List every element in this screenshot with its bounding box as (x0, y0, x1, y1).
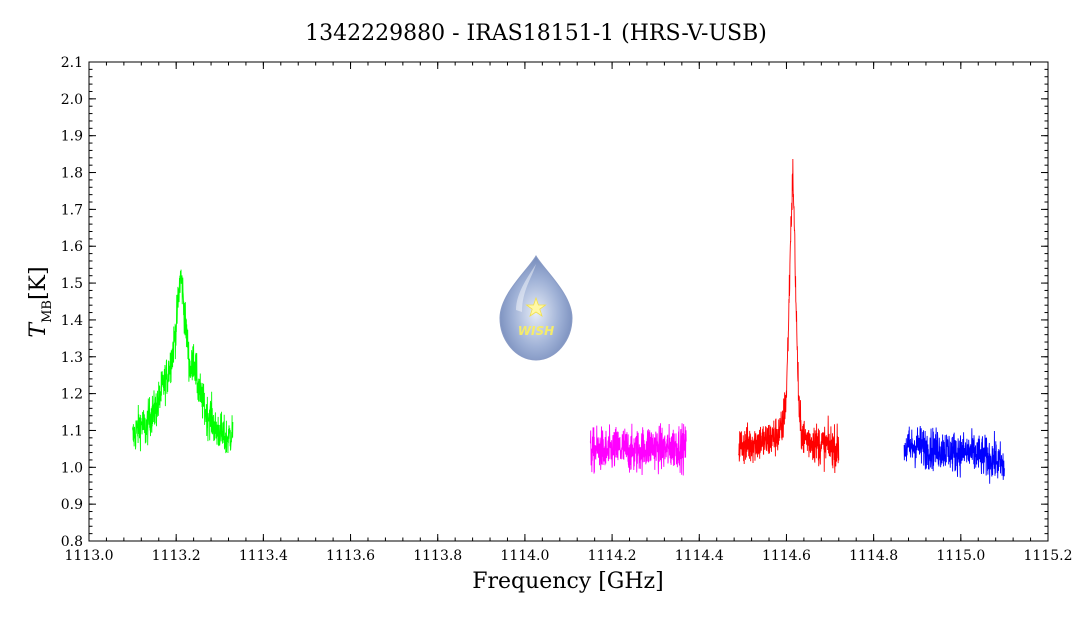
y-axis-label: TMB[K] (26, 266, 55, 337)
axis-ticks: 1113.0 1113.2 1113.4 1113.6 1113.8 1114.0 1114… (61, 55, 1072, 564)
x-tick-label: 1113.4 (239, 548, 288, 564)
y-tick-label: 0.9 (61, 497, 83, 513)
wish-logo: WISH (499, 254, 573, 361)
x-tick-label: 1113.6 (326, 548, 375, 564)
x-tick-label: 1114.8 (849, 548, 898, 564)
chart-title: 1342229880 - IRAS18151-1 (HRS-V-USB) (305, 21, 767, 46)
y-tick-label: 1.4 (61, 313, 83, 329)
x-tick-label: 1114.0 (500, 548, 549, 564)
x-tick-label: 1114.2 (588, 548, 637, 564)
y-tick-label: 0.8 (61, 534, 83, 550)
y-tick-label: 1.6 (61, 239, 83, 255)
y-axis-label-main: T (26, 321, 51, 338)
y-tick-label: 2.0 (61, 92, 83, 108)
spectrum-series-1 (132, 269, 234, 454)
x-tick-label: 1113.2 (152, 548, 201, 564)
y-tick-label: 1.0 (61, 460, 83, 476)
x-tick-label: 1114.6 (762, 548, 811, 564)
y-tick-label: 1.1 (61, 423, 83, 439)
star-icon (525, 296, 547, 317)
x-tick-label: 1113.0 (65, 548, 114, 564)
svg-text:TMB[K]: TMB[K] (26, 266, 55, 337)
spectrum-series-4 (903, 426, 1005, 484)
x-tick-label: 1114.4 (675, 548, 724, 564)
x-tick-label: 1115.0 (936, 548, 985, 564)
logo-text: WISH (518, 324, 554, 338)
series-layer (132, 158, 1005, 484)
y-axis-label-sub: MB (40, 300, 55, 323)
y-tick-label: 1.7 (61, 202, 83, 218)
y-axis-label-unit: [K] (26, 266, 51, 300)
x-tick-label: 1113.8 (413, 548, 462, 564)
y-tick-label: 1.8 (61, 166, 83, 182)
drop-highlight (516, 264, 536, 312)
y-tick-label: 1.2 (61, 387, 83, 403)
y-tick-label: 1.9 (61, 129, 83, 145)
x-axis-label: Frequency [GHz] (472, 569, 664, 594)
y-tick-label: 1.3 (61, 350, 83, 366)
spectrum-series-3 (738, 158, 840, 474)
spectrum-series-2 (589, 423, 687, 476)
y-tick-label: 1.5 (61, 276, 83, 292)
y-tick-label: 2.1 (61, 55, 83, 71)
plot-frame (88, 61, 1049, 542)
x-tick-label: 1115.2 (1024, 548, 1072, 564)
